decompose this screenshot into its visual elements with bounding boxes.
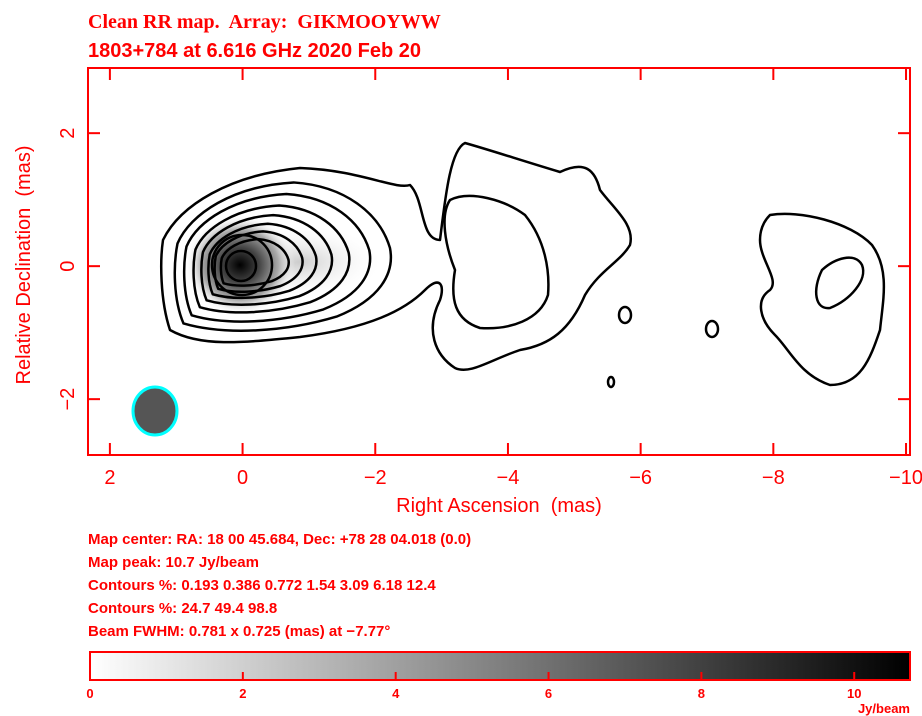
- contours: [175, 182, 391, 330]
- colorbar-tick-label: 10: [847, 686, 861, 701]
- colorbar-tick-label: 4: [392, 686, 400, 701]
- contour: [175, 182, 391, 330]
- chart-subtitle: 1803+784 at 6.616 GHz 2020 Feb 20: [88, 40, 421, 62]
- x-tick-label: −10: [889, 467, 922, 489]
- contour: [215, 231, 303, 291]
- y-tick-label: 2: [57, 128, 79, 139]
- x-axis-label: Right Ascension (mas): [396, 495, 602, 517]
- contour: [224, 249, 258, 283]
- colorbar-tick-label: 2: [239, 686, 246, 701]
- colorbar-frame: [89, 651, 911, 681]
- colorbar-label: Jy/beam: [858, 701, 910, 716]
- map-note: Beam FWHM: 0.781 x 0.725 (mas) at −7.77°: [88, 623, 390, 640]
- colorbar-tick-label: 8: [698, 686, 705, 701]
- contour: [194, 205, 350, 312]
- beam: [131, 385, 179, 437]
- contour: [210, 233, 274, 297]
- y-tick-label: −2: [57, 388, 79, 411]
- x-tick-label: −4: [497, 467, 520, 489]
- contour: [208, 224, 316, 298]
- contour: [201, 215, 332, 305]
- colorbar: [90, 652, 910, 680]
- contour: [184, 194, 370, 322]
- map-note: Map peak: 10.7 Jy/beam: [88, 554, 259, 571]
- map-note: Contours %: 24.7 49.4 98.8: [88, 600, 277, 617]
- map-image: [131, 141, 886, 437]
- contour: [221, 239, 289, 286]
- x-tick-label: 0: [237, 467, 248, 489]
- plot-frame: [87, 67, 911, 456]
- x-tick-label: 2: [104, 467, 115, 489]
- colorbar-tick-label: 0: [86, 686, 93, 701]
- x-tick-label: −6: [629, 467, 652, 489]
- chart-title: Clean RR map. Array: GIKMOOYWW: [88, 11, 441, 33]
- x-tick-label: −2: [364, 467, 387, 489]
- y-axis-label: Relative Declination (mas): [13, 146, 35, 385]
- y-tick-label: 0: [57, 261, 79, 272]
- colorbar-tick-label: 6: [545, 686, 552, 701]
- map-note: Contours %: 0.193 0.386 0.772 1.54 3.09 …: [88, 577, 436, 594]
- x-tick-label: −8: [762, 467, 785, 489]
- map-note: Map center: RA: 18 00 45.684, Dec: +78 2…: [88, 531, 471, 548]
